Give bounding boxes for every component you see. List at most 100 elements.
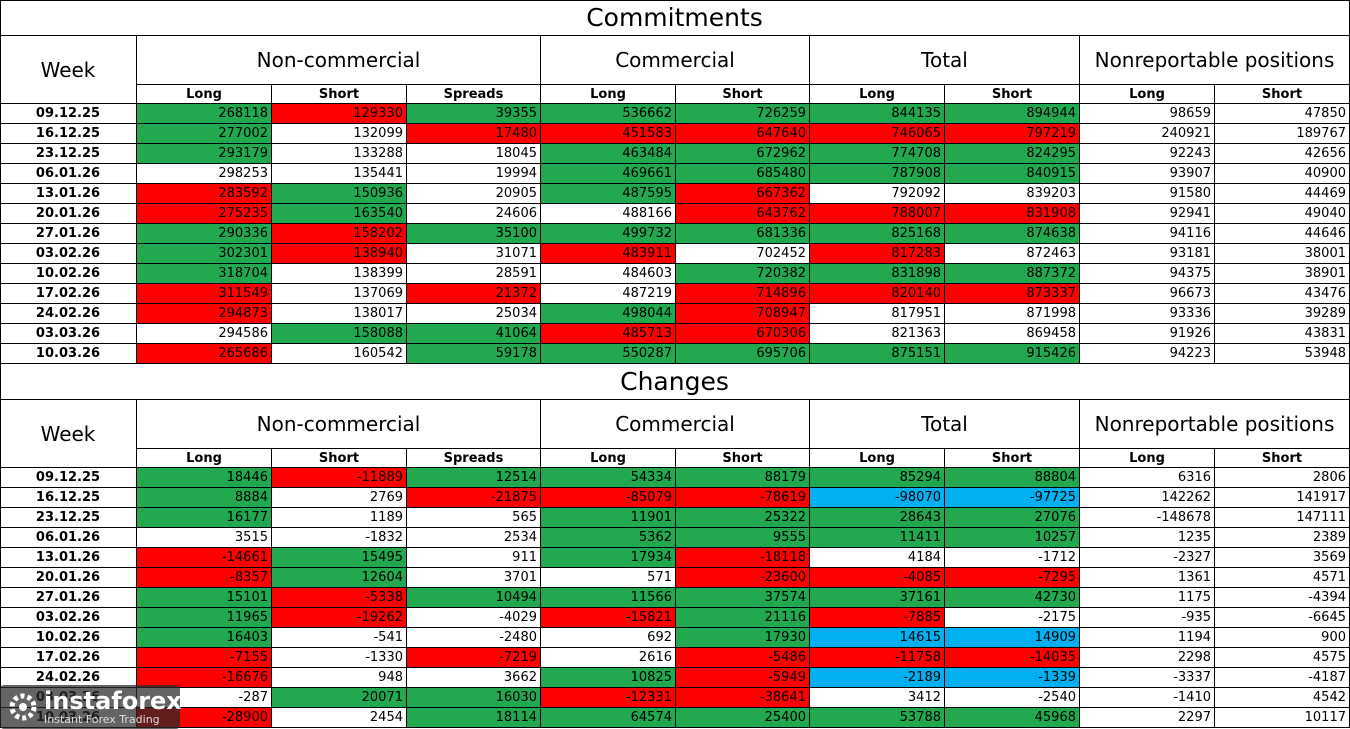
value-cell: 147111	[1215, 508, 1350, 528]
week-cell: 20.01.26	[0, 568, 137, 588]
value-cell: 483911	[541, 244, 676, 264]
value-cell: -23600	[676, 568, 810, 588]
value-cell: 2769	[272, 488, 407, 508]
value-cell: 19994	[407, 164, 541, 184]
value-cell: 702452	[676, 244, 810, 264]
value-cell: 720382	[676, 264, 810, 284]
value-cell: 64574	[541, 708, 676, 728]
week-cell: 09.12.25	[0, 468, 137, 488]
week-cell: 16.12.25	[0, 488, 137, 508]
value-cell: 2534	[407, 528, 541, 548]
column-header: Long	[1080, 85, 1215, 104]
group-header: Non-commercial	[137, 400, 541, 449]
value-cell: 150936	[272, 184, 407, 204]
value-cell: 4575	[1215, 648, 1350, 668]
column-header: Long	[541, 449, 676, 468]
value-cell: 831898	[810, 264, 945, 284]
value-cell: 39355	[407, 104, 541, 124]
week-cell: 06.01.26	[0, 164, 137, 184]
value-cell: 844135	[810, 104, 945, 124]
value-cell: 5362	[541, 528, 676, 548]
value-cell: 39289	[1215, 304, 1350, 324]
value-cell: -2175	[945, 608, 1080, 628]
value-cell: 670306	[676, 324, 810, 344]
value-cell: 692	[541, 628, 676, 648]
value-cell: 3515	[137, 528, 272, 548]
value-cell: -97725	[945, 488, 1080, 508]
value-cell: -935	[1080, 608, 1215, 628]
week-cell: 03.02.26	[0, 608, 137, 628]
value-cell: -18118	[676, 548, 810, 568]
value-cell: 96673	[1080, 284, 1215, 304]
value-cell: -7885	[810, 608, 945, 628]
week-cell: 20.01.26	[0, 204, 137, 224]
value-cell: 1361	[1080, 568, 1215, 588]
value-cell: 21116	[676, 608, 810, 628]
value-cell: -14035	[945, 648, 1080, 668]
value-cell: 787908	[810, 164, 945, 184]
value-cell: 298253	[137, 164, 272, 184]
value-cell: 142262	[1080, 488, 1215, 508]
value-cell: 647640	[676, 124, 810, 144]
value-cell: 40900	[1215, 164, 1350, 184]
value-cell: 17930	[676, 628, 810, 648]
value-cell: -1339	[945, 668, 1080, 688]
value-cell: 871998	[945, 304, 1080, 324]
value-cell: 726259	[676, 104, 810, 124]
value-cell: 12604	[272, 568, 407, 588]
value-cell: 3569	[1215, 548, 1350, 568]
value-cell: 821363	[810, 324, 945, 344]
value-cell: 11901	[541, 508, 676, 528]
value-cell: 1175	[1080, 588, 1215, 608]
column-header: Short	[272, 85, 407, 104]
value-cell: 667362	[676, 184, 810, 204]
value-cell: 887372	[945, 264, 1080, 284]
value-cell: 2298	[1080, 648, 1215, 668]
value-cell: 498044	[541, 304, 676, 324]
value-cell: 714896	[676, 284, 810, 304]
value-cell: 824295	[945, 144, 1080, 164]
value-cell: 163540	[272, 204, 407, 224]
week-cell: 23.12.25	[0, 144, 137, 164]
week-header: Week	[0, 36, 137, 104]
value-cell: 10825	[541, 668, 676, 688]
value-cell: 31071	[407, 244, 541, 264]
value-cell: 38901	[1215, 264, 1350, 284]
value-cell: 18446	[137, 468, 272, 488]
column-header: Long	[810, 449, 945, 468]
value-cell: 293179	[137, 144, 272, 164]
value-cell: 746065	[810, 124, 945, 144]
value-cell: 874638	[945, 224, 1080, 244]
value-cell: 685480	[676, 164, 810, 184]
column-header: Long	[1080, 449, 1215, 468]
value-cell: 133288	[272, 144, 407, 164]
value-cell: -1330	[272, 648, 407, 668]
column-header: Short	[1215, 449, 1350, 468]
value-cell: 42656	[1215, 144, 1350, 164]
value-cell: 28591	[407, 264, 541, 284]
value-cell: 672962	[676, 144, 810, 164]
value-cell: 11965	[137, 608, 272, 628]
value-cell: -21875	[407, 488, 541, 508]
value-cell: 774708	[810, 144, 945, 164]
value-cell: 129330	[272, 104, 407, 124]
section-title: Commitments	[0, 0, 1350, 36]
value-cell: 302301	[137, 244, 272, 264]
column-header: Short	[272, 449, 407, 468]
section-title: Changes	[0, 364, 1350, 400]
value-cell: 695706	[676, 344, 810, 364]
value-cell: -98070	[810, 488, 945, 508]
value-cell: 37574	[676, 588, 810, 608]
value-cell: 536662	[541, 104, 676, 124]
value-cell: 37161	[810, 588, 945, 608]
value-cell: -1410	[1080, 688, 1215, 708]
tagline: Instant Forex Trading	[44, 713, 160, 726]
value-cell: 550287	[541, 344, 676, 364]
group-header: Commercial	[541, 400, 810, 449]
value-cell: 8884	[137, 488, 272, 508]
week-cell: 10.02.26	[0, 264, 137, 284]
value-cell: 463484	[541, 144, 676, 164]
value-cell: 141917	[1215, 488, 1350, 508]
value-cell: 265686	[137, 344, 272, 364]
value-cell: 25400	[676, 708, 810, 728]
